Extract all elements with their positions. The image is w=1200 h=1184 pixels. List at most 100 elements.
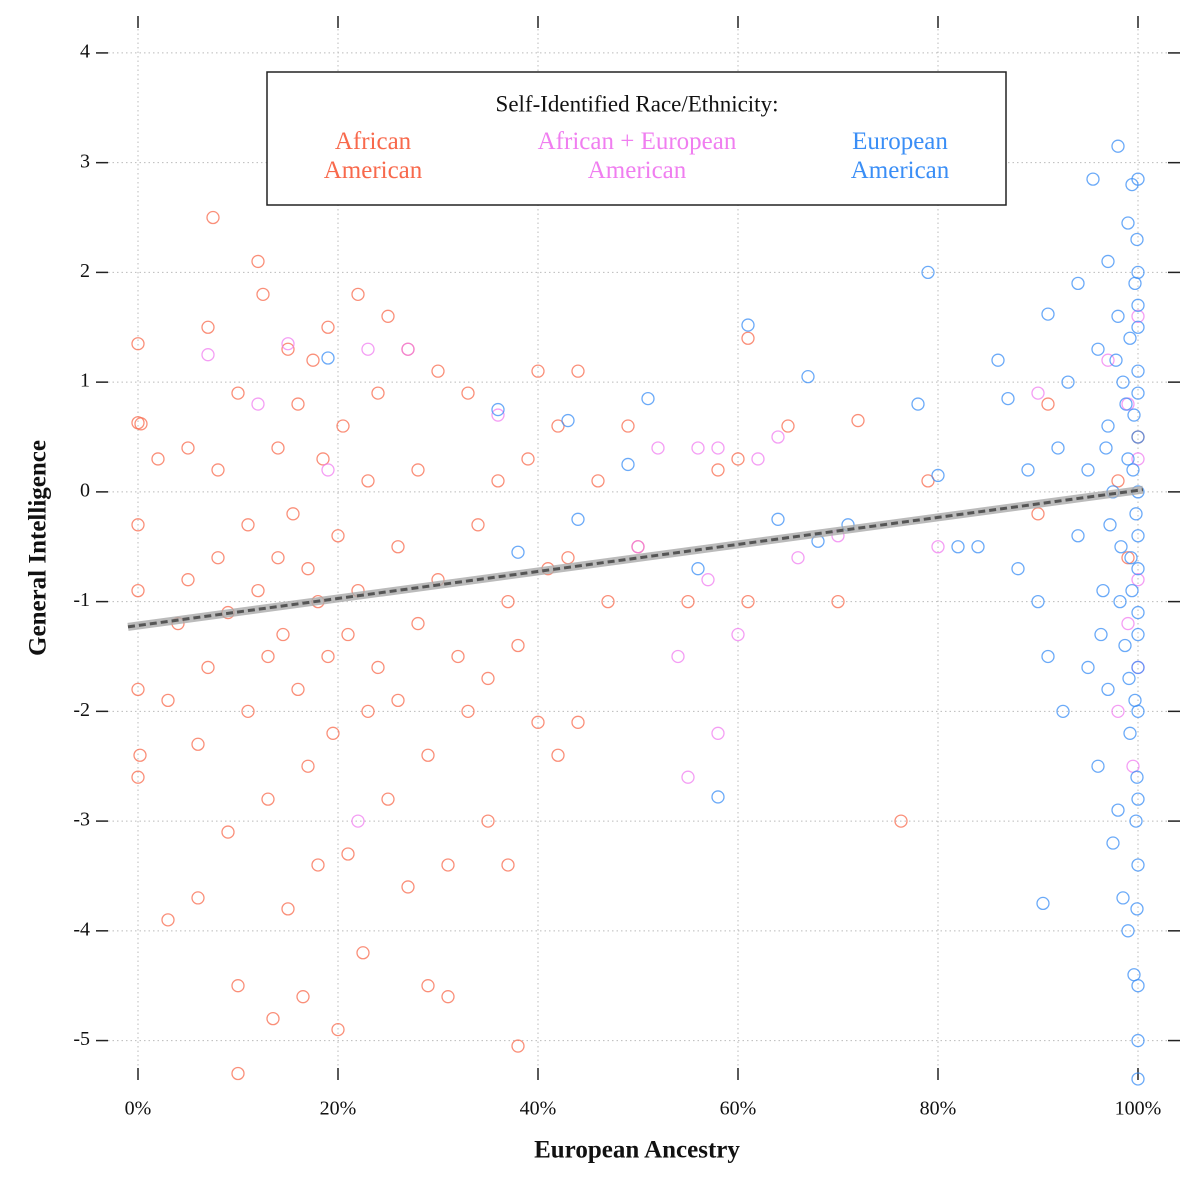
point xyxy=(591,474,605,488)
point xyxy=(161,913,175,927)
point xyxy=(271,551,285,565)
legend-line: European xyxy=(852,128,948,155)
point xyxy=(1131,298,1145,312)
point xyxy=(641,391,655,406)
point xyxy=(451,649,465,664)
point xyxy=(511,1039,525,1053)
point xyxy=(481,671,495,686)
point xyxy=(1116,891,1130,905)
point xyxy=(1111,474,1125,488)
point xyxy=(271,441,285,455)
point xyxy=(291,682,305,697)
point xyxy=(241,518,255,532)
point xyxy=(211,463,225,477)
point xyxy=(1127,408,1141,422)
point xyxy=(281,342,295,356)
point xyxy=(571,512,585,526)
point xyxy=(133,748,147,762)
point xyxy=(1091,759,1105,773)
point xyxy=(231,386,245,400)
point xyxy=(1131,660,1145,675)
point xyxy=(711,463,725,477)
point xyxy=(601,594,615,609)
point xyxy=(1121,216,1135,230)
point xyxy=(651,441,665,455)
point xyxy=(1056,704,1070,719)
point xyxy=(1124,551,1138,565)
y-tick-label: 3 xyxy=(80,150,90,172)
point xyxy=(621,419,635,433)
legend-line: African + European xyxy=(538,128,737,155)
point xyxy=(691,441,705,455)
point xyxy=(1128,693,1142,708)
legend-entry: African American xyxy=(324,128,423,184)
point xyxy=(256,287,270,301)
point xyxy=(251,254,265,269)
point xyxy=(1131,605,1145,620)
point xyxy=(1114,540,1128,554)
point xyxy=(1041,307,1055,321)
point xyxy=(791,551,805,565)
y-tick-label: 2 xyxy=(80,260,90,282)
point xyxy=(161,693,175,708)
legend-entry: European American xyxy=(851,128,950,184)
point xyxy=(261,649,275,664)
point xyxy=(551,419,565,433)
point xyxy=(321,320,335,334)
point xyxy=(521,452,535,466)
point xyxy=(851,413,865,428)
point xyxy=(336,419,350,433)
y-tick-label: 4 xyxy=(80,41,90,63)
point xyxy=(1101,353,1115,367)
point xyxy=(1131,1033,1145,1048)
point xyxy=(316,452,330,466)
point xyxy=(501,594,515,609)
point xyxy=(431,364,445,378)
point xyxy=(491,402,505,417)
point xyxy=(1113,594,1127,609)
point xyxy=(1131,1072,1145,1086)
point xyxy=(1041,649,1055,664)
point xyxy=(1131,573,1145,587)
point xyxy=(741,318,755,332)
point xyxy=(1119,397,1133,411)
point xyxy=(571,715,585,729)
point xyxy=(1096,583,1110,598)
point xyxy=(1103,518,1117,532)
point xyxy=(1061,375,1075,389)
point xyxy=(201,320,215,334)
point xyxy=(1121,551,1135,565)
point xyxy=(1121,924,1135,938)
point xyxy=(1086,172,1100,186)
point xyxy=(1109,353,1123,367)
point xyxy=(411,616,425,631)
point xyxy=(181,441,195,455)
point xyxy=(1036,896,1050,911)
point xyxy=(971,540,985,554)
point xyxy=(461,704,475,719)
point xyxy=(741,594,755,609)
point xyxy=(131,682,145,697)
point xyxy=(1131,858,1145,872)
point xyxy=(711,441,725,455)
point xyxy=(281,337,295,351)
point xyxy=(1111,139,1125,153)
point xyxy=(241,704,255,719)
point xyxy=(681,770,695,784)
point xyxy=(1131,386,1145,400)
point xyxy=(321,463,335,477)
point xyxy=(1125,583,1139,598)
point xyxy=(251,397,265,411)
legend-line: African xyxy=(335,128,412,155)
point xyxy=(1131,704,1145,719)
point xyxy=(1111,309,1125,323)
point xyxy=(1131,627,1145,642)
legend: Self-Identified Race/Ethnicity: African A… xyxy=(266,71,1007,206)
point xyxy=(351,287,365,301)
point xyxy=(201,348,215,362)
point xyxy=(1131,265,1145,280)
point xyxy=(341,627,355,642)
point xyxy=(1131,172,1145,186)
point xyxy=(1123,331,1137,345)
